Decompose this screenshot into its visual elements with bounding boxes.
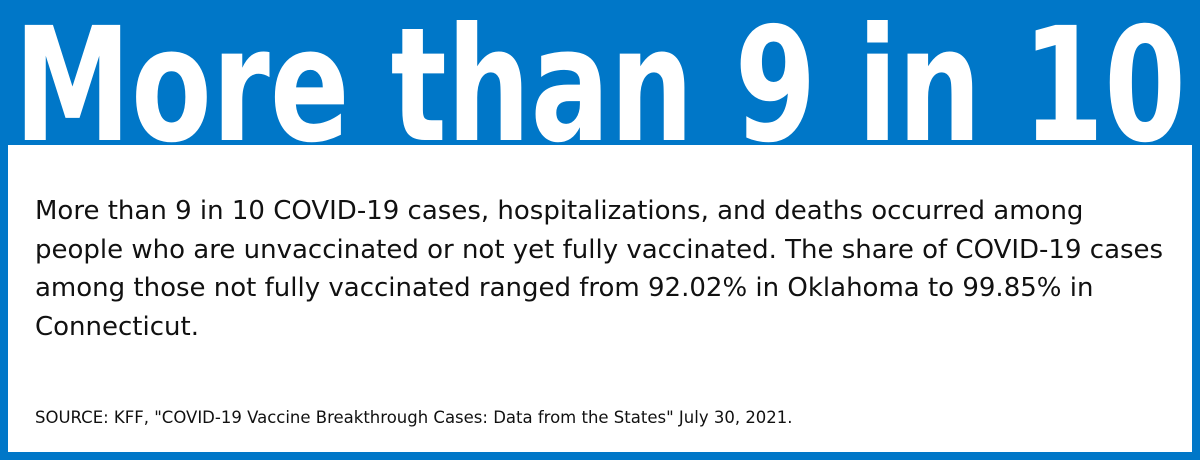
body-text: More than 9 in 10 COVID-19 cases, hospit…: [35, 196, 1164, 342]
source-note: SOURCE: KFF, "COVID-19 Vaccine Breakthro…: [35, 408, 793, 427]
headline: More than 9 in 10: [14, 0, 1186, 160]
headline-svg: More than 9 in 10: [14, 0, 1186, 160]
text-panel: [8, 145, 1192, 452]
